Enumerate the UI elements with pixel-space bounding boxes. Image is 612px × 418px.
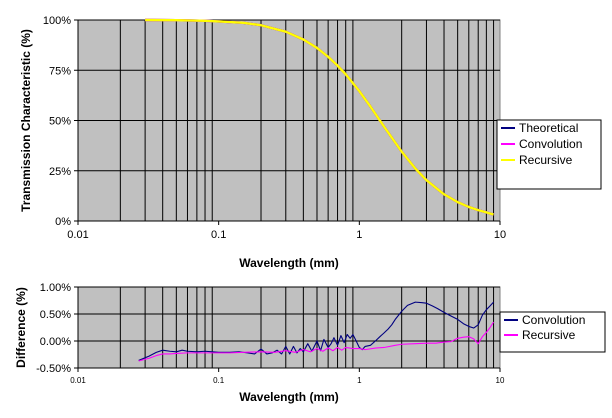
x-tick-label: 0.1 bbox=[211, 229, 226, 241]
x-tick-label: 10 bbox=[496, 376, 505, 385]
plot-area bbox=[77, 286, 501, 369]
y-tick-label: 100% bbox=[43, 15, 71, 27]
y-axis-title: Difference (%) bbox=[14, 287, 28, 368]
legend-label: Convolution bbox=[522, 313, 585, 327]
y-tick-label: 0.50% bbox=[40, 309, 71, 321]
x-tick-label: 10 bbox=[494, 229, 506, 241]
y-tick-label: 0% bbox=[55, 216, 71, 228]
x-axis-title: Wavelength (mm) bbox=[239, 390, 339, 404]
series-line-recursive bbox=[145, 18, 494, 216]
difference-chart: -0.50% 0.00% 0.50% 1.00% 0.01 0.1 1 10 Wavelengt… bbox=[14, 282, 606, 404]
legend-label: Recursive bbox=[522, 328, 576, 342]
y-axis-title: Transmission Characteristic (%) bbox=[19, 29, 33, 212]
y-tick-label: 1.00% bbox=[40, 282, 71, 294]
x-tick-label: 0.01 bbox=[70, 376, 86, 385]
series-line-recursive bbox=[138, 321, 495, 362]
x-tick-label: 1 bbox=[357, 376, 362, 385]
x-axis-title: Wavelength (mm) bbox=[239, 256, 339, 270]
transmission-chart: 0% 25% 50% 75% 100% 0.01 0.1 1 10 Wavelength (mm)… bbox=[19, 15, 602, 270]
legend-box bbox=[496, 119, 602, 190]
y-tick-label: -0.50% bbox=[36, 363, 71, 375]
y-tick-label: 0.00% bbox=[40, 336, 71, 348]
legend-label: Theoretical bbox=[519, 121, 578, 135]
y-tick-label: 25% bbox=[49, 166, 71, 178]
legend-box bbox=[499, 311, 606, 353]
legend-label: Recursive bbox=[519, 153, 573, 167]
legend: Theoretical Convolution Recursive bbox=[496, 119, 602, 190]
x-tick-label: 1 bbox=[356, 229, 362, 241]
y-tick-label: 50% bbox=[49, 116, 71, 128]
y-tick-label: 75% bbox=[49, 65, 71, 77]
x-tick-label: 0.1 bbox=[213, 376, 225, 385]
legend-label: Convolution bbox=[519, 137, 582, 151]
x-tick-label: 0.01 bbox=[67, 229, 88, 241]
